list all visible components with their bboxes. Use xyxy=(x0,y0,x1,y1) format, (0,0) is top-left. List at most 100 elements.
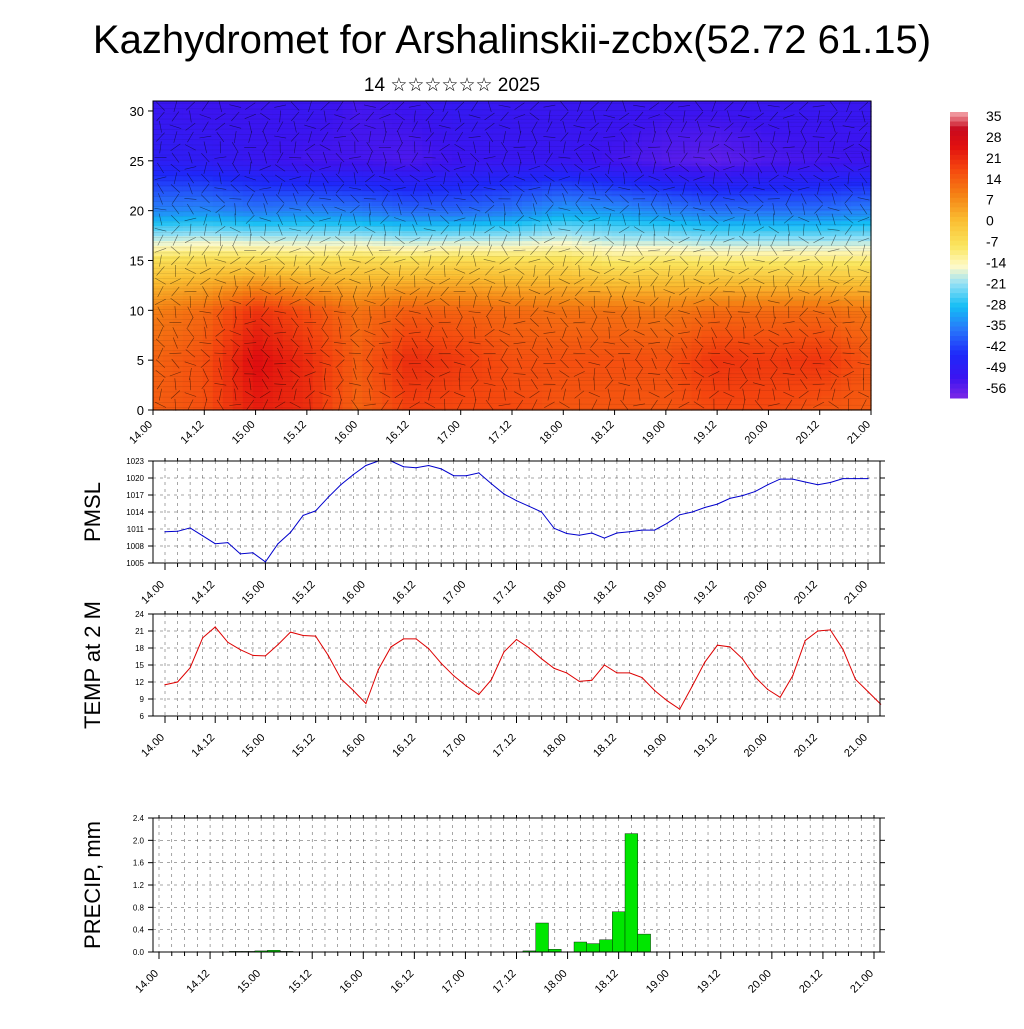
heatmap-cell xyxy=(662,161,673,167)
heatmap-cell xyxy=(642,335,653,341)
heatmap-cell xyxy=(193,181,204,187)
heatmap-cell xyxy=(462,335,473,341)
heatmap-cell xyxy=(572,121,583,127)
heatmap-cell xyxy=(402,111,413,117)
heatmap-cell xyxy=(412,295,423,301)
heatmap-cell xyxy=(532,166,543,172)
heatmap-cell xyxy=(861,231,872,237)
heatmap-cell xyxy=(741,260,752,266)
heatmap-cell xyxy=(223,156,234,162)
heatmap-cell xyxy=(452,116,463,122)
heatmap-cell xyxy=(173,176,184,182)
heatmap-cell xyxy=(402,206,413,212)
heatmap-cell xyxy=(352,161,363,167)
heatmap-cell xyxy=(273,131,284,137)
heatmap-cell xyxy=(412,275,423,281)
heatmap-cell xyxy=(542,111,553,117)
heatmap-cell xyxy=(253,136,264,142)
heatmap-cell xyxy=(701,380,712,386)
heatmap-cell xyxy=(223,355,234,361)
heatmap-cell xyxy=(472,226,483,232)
heatmap-cell xyxy=(313,246,324,252)
heatmap-cell xyxy=(552,265,563,271)
heatmap-cell xyxy=(751,265,762,271)
heatmap-cell xyxy=(472,176,483,182)
heatmap-cell xyxy=(851,380,862,386)
heatmap-cell xyxy=(342,320,353,326)
heatmap-cell xyxy=(243,310,254,316)
heatmap-cell xyxy=(452,131,463,137)
heatmap-cell xyxy=(612,166,623,172)
heatmap-cell xyxy=(791,355,802,361)
heatmap-cell xyxy=(402,221,413,227)
heatmap-cell xyxy=(642,350,653,356)
heatmap-cell xyxy=(502,121,513,127)
heatmap-cell xyxy=(452,355,463,361)
heatmap-cell xyxy=(781,206,792,212)
heatmap-cell xyxy=(203,186,214,192)
heatmap-cell xyxy=(253,375,264,381)
heatmap-cell xyxy=(841,280,852,286)
heatmap-cell xyxy=(452,315,463,321)
heatmap-cell xyxy=(203,151,214,157)
heatmap-cell xyxy=(362,131,373,137)
heatmap-cell xyxy=(392,156,403,162)
heatmap-cell xyxy=(672,340,683,346)
heatmap-cell xyxy=(253,251,264,257)
heatmap-cell xyxy=(562,275,573,281)
heatmap-cell xyxy=(861,226,872,232)
heatmap-cell xyxy=(851,385,862,391)
heatmap-cell xyxy=(711,176,722,182)
heatmap-cell xyxy=(711,290,722,296)
heatmap-cell xyxy=(303,270,314,276)
heatmap-cell xyxy=(721,111,732,117)
heatmap-cell xyxy=(163,151,174,157)
heatmap-cell xyxy=(552,191,563,197)
heatmap-cell xyxy=(502,275,513,281)
heatmap-cell xyxy=(362,395,373,401)
heatmap-cell xyxy=(492,320,503,326)
heatmap-cell xyxy=(163,226,174,232)
heatmap-cell xyxy=(502,226,513,232)
heatmap-cell xyxy=(173,221,184,227)
heatmap-cell xyxy=(612,285,623,291)
heatmap-cell xyxy=(452,390,463,396)
heatmap-cell xyxy=(422,171,433,177)
heatmap-cell xyxy=(592,340,603,346)
heatmap-cell xyxy=(672,156,683,162)
heatmap-cell xyxy=(233,365,244,371)
heatmap-cell xyxy=(273,156,284,162)
heatmap-cell xyxy=(442,275,453,281)
heatmap-cell xyxy=(203,196,214,202)
heatmap-cell xyxy=(692,231,703,237)
heatmap-cell xyxy=(283,111,294,117)
heatmap-cell xyxy=(851,320,862,326)
heatmap-cell xyxy=(253,280,264,286)
heatmap-cell xyxy=(592,191,603,197)
heatmap-cell xyxy=(502,315,513,321)
heatmap-cell xyxy=(781,136,792,142)
heatmap-cell xyxy=(203,176,214,182)
heatmap-cell xyxy=(233,131,244,137)
heatmap-cell xyxy=(303,161,314,167)
heatmap-cell xyxy=(672,236,683,242)
heatmap-cell xyxy=(592,116,603,122)
heatmap-cell xyxy=(811,216,822,222)
heatmap-cell xyxy=(283,151,294,157)
heatmap-cell xyxy=(612,340,623,346)
heatmap-cell xyxy=(711,186,722,192)
heatmap-cell xyxy=(472,211,483,217)
heatmap-cell xyxy=(662,265,673,271)
heatmap-cell xyxy=(741,280,752,286)
heatmap-cell xyxy=(412,196,423,202)
heatmap-cell xyxy=(731,265,742,271)
heatmap-cell xyxy=(642,290,653,296)
heatmap-cell xyxy=(462,176,473,182)
heatmap-cell xyxy=(153,156,164,162)
heatmap-cell xyxy=(193,350,204,356)
heatmap-cell xyxy=(761,196,772,202)
heatmap-cell xyxy=(721,375,732,381)
heatmap-cell xyxy=(731,370,742,376)
heatmap-cell xyxy=(273,146,284,152)
heatmap-cell xyxy=(392,265,403,271)
